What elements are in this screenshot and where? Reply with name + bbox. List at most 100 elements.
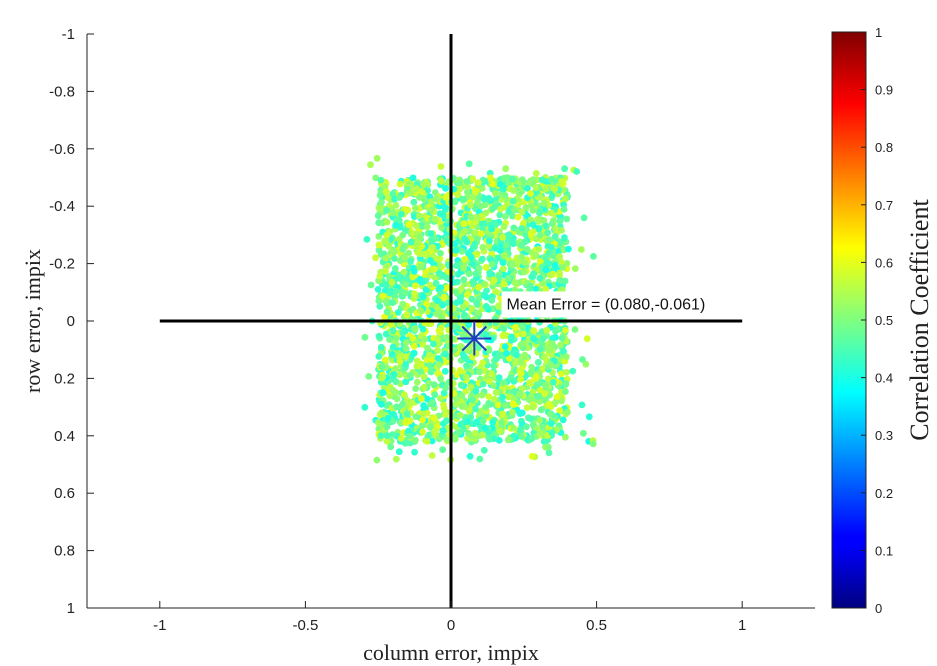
scatter-point (561, 165, 568, 173)
scatter-point (536, 429, 544, 437)
scatter-point (558, 177, 565, 185)
scatter-point (573, 168, 581, 175)
scatter-point (423, 223, 431, 231)
scatter-point (578, 401, 586, 409)
scatter-point (469, 193, 476, 201)
colorbar-tick-label: 1 (875, 25, 882, 40)
scatter-point (377, 432, 385, 439)
scatter-point (469, 396, 477, 404)
scatter-point (409, 174, 417, 182)
scatter-point (469, 175, 477, 183)
scatter-point (410, 198, 418, 206)
scatter-point (525, 396, 533, 403)
scatter-point (427, 368, 435, 376)
scatter-point (485, 346, 493, 354)
scatter-point (435, 327, 443, 335)
scatter-point (444, 268, 451, 276)
scatter-point (520, 330, 527, 338)
scatter-point (512, 359, 519, 367)
scatter-point (542, 381, 549, 389)
scatter-point (416, 233, 424, 241)
x-tick-label: 0 (447, 617, 455, 634)
scatter-point (379, 292, 387, 300)
scatter-point (563, 215, 571, 223)
scatter-point (410, 342, 418, 350)
scatter-point (542, 185, 549, 193)
scatter-point (517, 426, 524, 434)
scatter-point (406, 417, 414, 425)
scatter-point (496, 181, 504, 188)
scatter-point (375, 246, 383, 254)
scatter-point (383, 432, 391, 440)
scatter-point (486, 169, 494, 177)
scatter-point (442, 203, 449, 211)
scatter-point (406, 398, 413, 406)
scatter-point (391, 255, 398, 262)
scatter-point (547, 420, 555, 427)
scatter-point (462, 387, 470, 395)
scatter-point (558, 334, 566, 342)
scatter-point (392, 365, 400, 372)
scatter-point (389, 247, 397, 255)
scatter-point (367, 281, 375, 289)
scatter-point (429, 244, 437, 251)
scatter-point (414, 239, 421, 247)
x-axis-ticks: -1 -0.5 0 0.5 1 (153, 601, 746, 634)
scatter-point (548, 429, 556, 437)
scatter-point (432, 280, 440, 287)
scatter-point (428, 452, 436, 459)
scatter-point (495, 374, 503, 381)
scatter-point (392, 222, 399, 229)
scatter-point (529, 421, 537, 428)
y-tick-label: 0.4 (54, 428, 75, 445)
scatter-point (535, 218, 543, 225)
scatter-point (499, 410, 507, 418)
scatter-point (536, 398, 544, 405)
reference-lines (159, 34, 743, 608)
scatter-point (539, 335, 547, 342)
scatter-point (435, 361, 443, 369)
scatter-point (479, 417, 487, 425)
scatter-point (509, 240, 517, 248)
scatter-point (556, 240, 564, 248)
scatter-point (466, 452, 474, 460)
scatter-point (411, 448, 418, 456)
scatter-point (476, 368, 484, 376)
scatter-point (372, 254, 379, 262)
scatter-point (468, 260, 476, 267)
scatter-point (517, 358, 525, 366)
scatter-point (518, 242, 526, 249)
scatter-point (396, 180, 404, 188)
scatter-point (403, 410, 411, 418)
scatter-point (494, 401, 502, 409)
scatter-point (430, 414, 438, 422)
scatter-point (471, 429, 479, 437)
scatter-point (530, 335, 537, 343)
colorbar-gradient (831, 31, 867, 609)
scatter-point (486, 270, 494, 278)
scatter-point (363, 236, 371, 243)
scatter-point (505, 231, 513, 239)
scatter-point (439, 446, 447, 454)
scatter-point (437, 395, 444, 402)
scatter-point (420, 373, 428, 381)
scatter-point (393, 403, 401, 411)
scatter-point (468, 295, 476, 303)
scatter-point (409, 273, 417, 281)
scatter-point (451, 310, 459, 318)
scatter-point (375, 233, 383, 240)
scatter-point (505, 393, 512, 401)
scatter-point (403, 311, 411, 319)
scatter-point (495, 437, 503, 444)
colorbar: 0 0.1 0.2 0.3 0.4 0.5 0.6 0.7 0.8 0.9 1 (831, 25, 893, 616)
scatter-point (528, 363, 535, 371)
scatter-point (391, 265, 399, 272)
scatter-point (489, 180, 497, 188)
scatter-point (562, 353, 570, 360)
scatter-point (499, 393, 506, 401)
scatter-point (462, 373, 470, 381)
scatter-point (549, 340, 556, 348)
colorbar-tick-label: 0.4 (875, 371, 893, 386)
scatter-point (529, 403, 537, 411)
scatter-point (464, 291, 471, 298)
